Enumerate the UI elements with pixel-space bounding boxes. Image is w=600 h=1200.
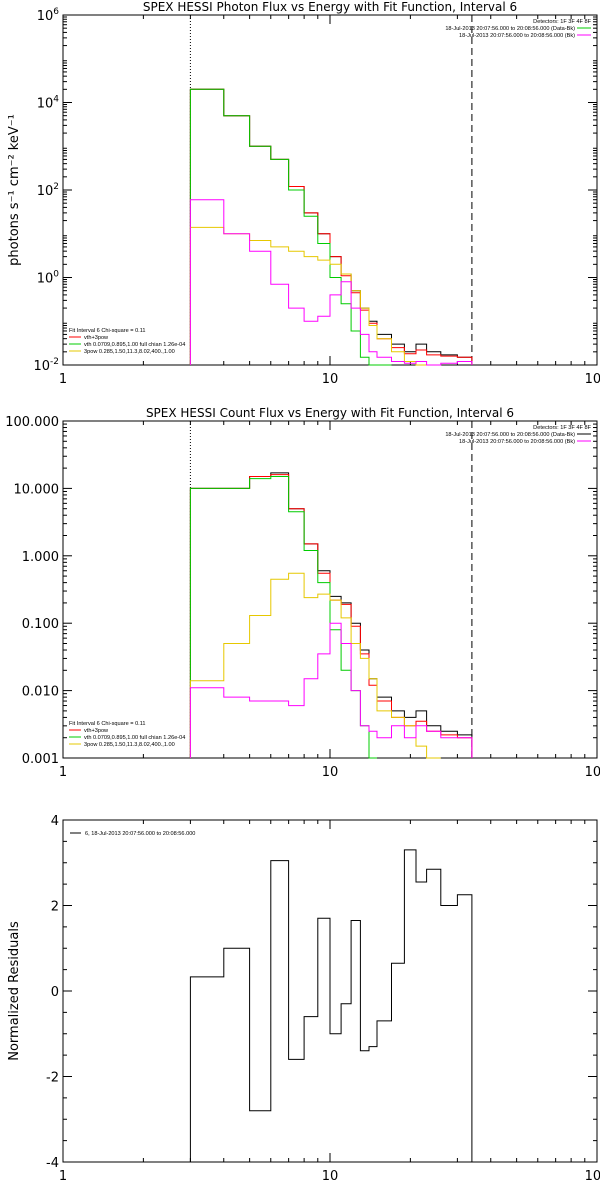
y-tick-label: 0.010 (22, 685, 59, 700)
series-line-4 (189, 572, 441, 759)
y-axis-label: photons s⁻¹ cm⁻² keV⁻¹ (7, 114, 22, 266)
legend-entry-text: 18-Jul-2013 20:07:56.000 to 20:08:56.000… (459, 439, 575, 445)
fit-legend-entry: vth+3pow (84, 335, 109, 341)
y-tick-label: 0.100 (22, 617, 59, 632)
y-tick-exponent: 4 (53, 95, 59, 105)
fit-legend-entry: vth 0.0709,0.895,1.00 full chian 1.26e-0… (84, 735, 185, 741)
y-tick-base: 10 (37, 272, 54, 287)
fit-legend-header: Fit Interval 6 Chi-square = 0.11 (69, 721, 146, 727)
y-tick-label: -2 (46, 1071, 59, 1086)
fit-legend-header: Fit Interval 6 Chi-square = 0.11 (69, 328, 146, 334)
series-line-1 (189, 849, 473, 1162)
y-axis-label: Normalized Residuals (7, 921, 22, 1061)
x-tick-label: 100 (585, 1169, 600, 1184)
legend-entry-text: 18-Jul-2013 20:07:56.000 to 20:08:56.000… (445, 432, 575, 438)
y-tick-label: 10.000 (14, 482, 60, 497)
series-line-1 (189, 88, 473, 365)
y-tick-base: 10 (37, 9, 54, 24)
x-tick-label: 10 (322, 1169, 339, 1184)
x-tick-label: 10 (322, 372, 339, 387)
x-tick-label: 1 (59, 372, 67, 387)
y-tick-label: 10-2 (33, 357, 59, 374)
x-tick-label: 100 (585, 765, 600, 780)
legend-entry-text: 18-Jul-2013 20:07:56.000 to 20:08:56.000… (445, 26, 575, 32)
chart-panel-2: SPEX HESSI Count Flux vs Energy with Fit… (5, 406, 600, 780)
y-tick-label: 4 (51, 814, 59, 829)
x-tick-label: 10 (322, 765, 339, 780)
y-tick-label: 1.000 (22, 550, 59, 565)
y-tick-label: 100.000 (5, 415, 59, 430)
chart-panel-3: 1 10 100 -4 -2 0 2 4 Normalized Residuals 6, 18-J… (7, 814, 600, 1184)
x-tick-label: 1 (59, 765, 67, 780)
y-tick-label: 100 (37, 270, 60, 287)
y-tick-label: 2 (51, 900, 59, 915)
series-line-2 (189, 88, 473, 365)
fit-legend-entry: 3pow 0.285,1.50,11.3,8.02,400.,1.00 (84, 349, 175, 355)
legend-entry-text: 6, 18-Jul-2013 20:07:56.000 to 20:08:56.… (85, 831, 195, 837)
series-line-5 (189, 199, 473, 366)
series-line-3 (189, 476, 377, 759)
chart-panel-1: SPEX HESSI Photon Flux vs Energy with Fi… (7, 0, 600, 387)
legend-entry-text: 18-Jul-2013 20:07:56.000 to 20:08:56.000… (459, 33, 575, 39)
y-tick-base: 10 (33, 359, 50, 374)
y-tick-exponent: 6 (53, 7, 59, 17)
y-tick-label: -4 (46, 1156, 59, 1171)
x-tick-label: 100 (585, 372, 600, 387)
y-tick-exponent: 2 (53, 182, 59, 192)
y-tick-exponent: 0 (53, 270, 59, 280)
y-tick-base: 10 (37, 184, 54, 199)
legend-header: Detectors: 1F 3F 4F 8F (533, 19, 591, 25)
series-line-2 (189, 474, 473, 758)
y-tick-label: 0.001 (22, 752, 59, 767)
series-line-4 (189, 226, 441, 366)
y-tick-base: 10 (37, 97, 54, 112)
y-tick-label: 102 (37, 182, 59, 199)
y-tick-label: 106 (37, 7, 60, 24)
fit-legend-entry: vth 0.0709,0.895,1.00 full chian 1.26e-0… (84, 342, 185, 348)
y-tick-label: 0 (51, 985, 59, 1000)
y-tick-label: 104 (37, 95, 60, 112)
legend-header: Detectors: 1F 3F 4F 8F (533, 425, 591, 431)
chart-title: SPEX HESSI Count Flux vs Energy with Fit… (146, 406, 514, 420)
chart-title: SPEX HESSI Photon Flux vs Energy with Fi… (143, 0, 517, 14)
fit-legend-entry: 3pow 0.285,1.50,11.3,8.02,400.,1.00 (84, 742, 175, 748)
fit-legend-entry: vth+3pow (84, 728, 109, 734)
series-line-1 (189, 472, 473, 758)
series-line-5 (189, 622, 473, 758)
y-tick-exponent: -2 (50, 357, 59, 367)
series-line-3 (189, 88, 392, 366)
x-tick-label: 1 (59, 1169, 67, 1184)
